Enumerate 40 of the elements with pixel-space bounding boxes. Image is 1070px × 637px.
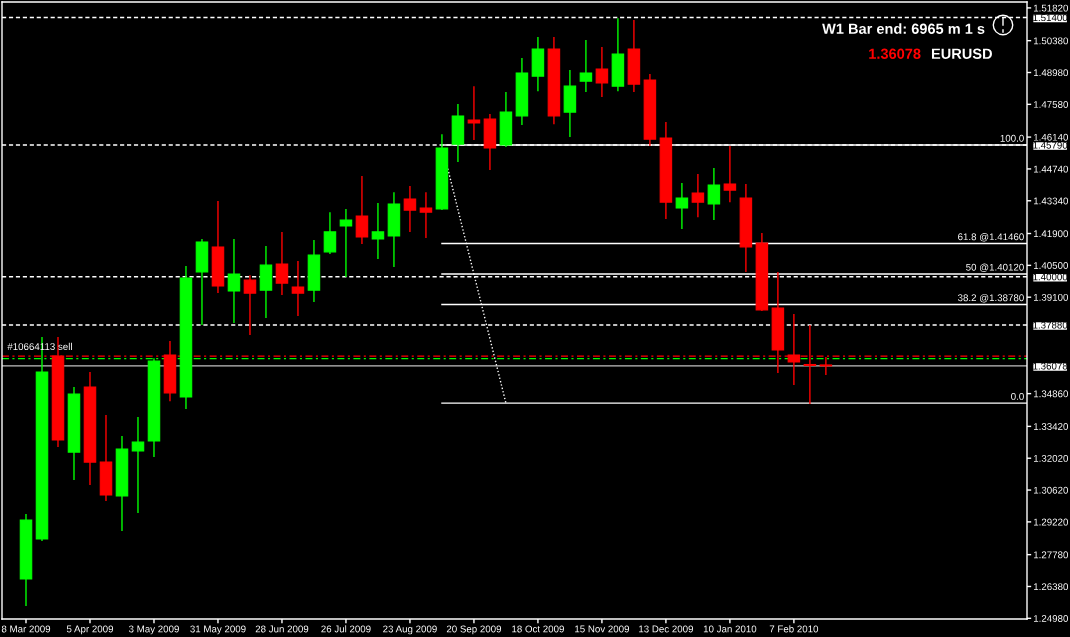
y-tick-label: 1.34860 — [1033, 390, 1069, 398]
x-tick-label: 28 Jun 2009 — [255, 625, 309, 633]
x-tick-label: 5 Apr 2009 — [66, 625, 114, 635]
y-tick-label: 1.50380 — [1033, 37, 1069, 45]
y-tick-label: 1.26380 — [1033, 583, 1069, 591]
annotation: 38.2 @1.38780 — [957, 294, 1024, 303]
y-tick-label: 1.40500 — [1033, 262, 1069, 269]
ref-line-label: 1.45790 — [1033, 141, 1068, 149]
y-tick-label: 1.44740 — [1033, 165, 1069, 173]
y-tick-label: 1.32020 — [1033, 454, 1069, 462]
x-tick-label: 8 Mar 2009 — [1, 625, 51, 633]
y-tick-label: 1.30620 — [1033, 486, 1069, 494]
y-tick-label: 1.47580 — [1033, 101, 1069, 108]
y-tick-label: 1.33420 — [1033, 423, 1069, 430]
annotation: 0.0 — [1011, 392, 1024, 400]
x-tick-label: 10 Jan 2010 — [703, 625, 757, 633]
y-tick-label: 1.39100 — [1033, 293, 1069, 301]
y-tick-label: 1.51820 — [1033, 4, 1069, 12]
x-tick-label: 23 Aug 2009 — [383, 625, 437, 635]
x-tick-label: 13 Dec 2009 — [639, 625, 694, 633]
annotation: EURUSD — [931, 48, 992, 59]
annotation: 61.8 @1.41460 — [958, 233, 1024, 242]
x-tick-label: 15 Nov 2009 — [575, 625, 630, 633]
x-tick-label: 20 Sep 2009 — [446, 625, 502, 635]
x-tick-label: 26 Jul 2009 — [321, 625, 371, 633]
y-tick-label: 1.29220 — [1033, 518, 1069, 526]
x-tick-label: 31 May 2009 — [190, 625, 246, 635]
x-tick-label: 18 Oct 2009 — [512, 625, 564, 633]
y-tick-label: 1.43340 — [1033, 197, 1069, 205]
x-tick-label: 3 May 2009 — [128, 625, 179, 635]
annotation: 100.0 — [1000, 134, 1024, 142]
annotation: 50 @1.40120 — [966, 263, 1024, 272]
y-tick-label: 1.24980 — [1033, 615, 1069, 622]
y-tick-label: 1.27780 — [1033, 551, 1069, 559]
y-tick-label: 1.41900 — [1033, 230, 1069, 238]
y-tick-label: 1.46140 — [1033, 133, 1069, 141]
annotation: W1 Bar end: 6965 m 1 s — [822, 23, 985, 34]
y-tick-label: 1.48980 — [1033, 69, 1069, 77]
annotation: 1.36078 — [869, 48, 921, 59]
x-tick-label: 7 Feb 2010 — [769, 625, 819, 633]
